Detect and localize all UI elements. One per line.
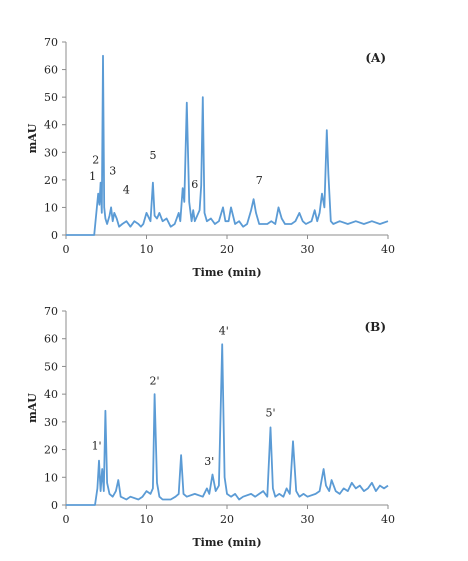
peak-label-a-3: 3 [109,164,116,177]
y-tick-label-b-70: 70 [44,305,58,318]
y-tick-label-a-70: 70 [44,36,58,49]
y-axis-label-a: mAU [26,123,39,153]
x-tick-label-b-20: 20 [220,513,234,526]
x-tick-label-a-0: 0 [63,243,70,256]
y-tick-label-a-50: 50 [44,91,58,104]
peak-label-b-1: 1' [92,440,102,453]
x-tick-label-b-40: 40 [381,513,395,526]
y-axis-label-b: mAU [26,393,39,423]
peak-label-a-5: 5 [149,149,156,162]
y-tick-label-a-30: 30 [44,146,58,159]
peak-label-b-4: 4' [219,325,229,338]
x-axis-label-a: Time (min) [192,266,261,279]
x-tick-label-b-30: 30 [301,513,315,526]
chromatogram-trace-b-0 [66,343,389,506]
panel-label-b: (B) [365,320,387,334]
x-tick-label-b-10: 10 [140,513,154,526]
y-tick-label-b-60: 60 [44,333,58,346]
peak-label-a-7: 7 [256,174,263,187]
x-tick-label-a-10: 10 [140,243,154,256]
y-tick-label-a-0: 0 [51,229,58,242]
peak-label-a-2: 2 [92,153,99,166]
y-tick-label-b-50: 50 [44,360,58,373]
chart-panel-a: 0 10 20 30 40 50 60 70 0 10 20 30 40 Time (min) mAU (A)… [26,36,395,279]
x-tick-label-a-30: 30 [301,243,315,256]
x-axis-label-b: Time (min) [192,536,261,549]
peak-label-a-1: 1 [89,170,96,183]
peak-label-a-6: 6 [191,178,198,191]
peak-label-b-2: 2' [150,374,160,387]
y-tick-label-a-40: 40 [44,119,58,132]
chromatogram-trace-a-0 [66,54,389,236]
y-tick-label-b-30: 30 [44,416,58,429]
peak-label-b-3: 3' [204,455,214,468]
y-tick-label-a-60: 60 [44,64,58,77]
chart-panel-b: 0 10 20 30 40 50 60 70 0 10 20 30 40 Time (min) mAU (B)… [26,305,395,549]
x-tick-label-a-40: 40 [381,243,395,256]
y-tick-label-b-0: 0 [51,499,58,512]
x-tick-label-a-20: 20 [220,243,234,256]
panel-label-a: (A) [365,51,386,65]
y-tick-label-b-20: 20 [44,444,58,457]
y-tick-label-a-10: 10 [44,201,58,214]
x-tick-label-b-0: 0 [63,513,70,526]
y-tick-label-b-10: 10 [44,471,58,484]
peak-label-a-4: 4 [123,184,130,197]
peak-label-b-5: 5' [265,406,275,419]
y-tick-label-b-40: 40 [44,388,58,401]
y-tick-label-a-20: 20 [44,174,58,187]
